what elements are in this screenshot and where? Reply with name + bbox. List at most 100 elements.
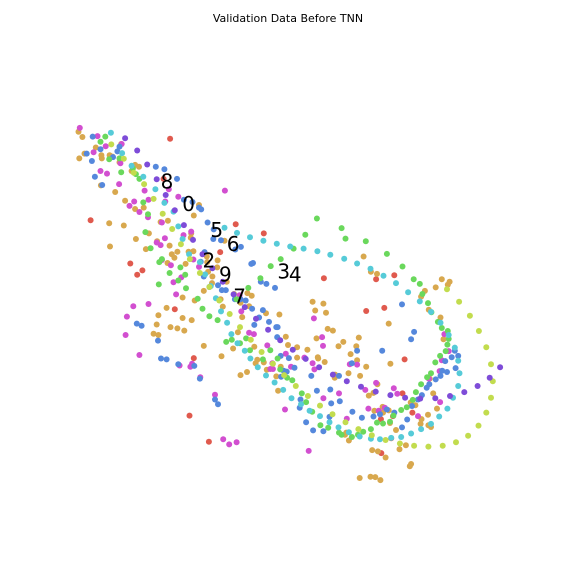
scatter-point (196, 259, 203, 266)
scatter-point (363, 363, 370, 370)
scatter-point (257, 275, 264, 282)
scatter-point (234, 229, 240, 236)
scatter-point (325, 424, 332, 431)
scatter-point (369, 447, 376, 454)
scatter-point (162, 192, 169, 198)
scatter-point (437, 352, 444, 359)
scatter-point (273, 373, 280, 380)
scatter-point (131, 198, 138, 205)
scatter-point (222, 287, 229, 294)
scatter-point (370, 413, 377, 420)
scatter-point (160, 175, 167, 182)
scatter-point (438, 325, 445, 331)
cluster-label: 0 (182, 192, 195, 216)
scatter-point (167, 324, 174, 331)
scatter-point (196, 375, 203, 382)
scatter-point (196, 270, 203, 276)
scatter-point (273, 240, 280, 247)
scatter-point (177, 241, 184, 248)
scatter-point (425, 411, 431, 418)
scatter-point (251, 321, 258, 328)
scatter-point (349, 408, 356, 415)
scatter-point (298, 401, 304, 408)
scatter-point (216, 297, 223, 304)
scatter-point (132, 236, 139, 242)
scatter-point (328, 400, 335, 407)
scatter-point (234, 329, 241, 336)
scatter-point (317, 413, 323, 420)
scatter-point (444, 369, 450, 375)
cluster-label: 7 (233, 284, 246, 308)
scatter-point (303, 399, 310, 406)
scatter-point (214, 317, 221, 324)
scatter-point (348, 360, 355, 367)
scatter-point (474, 383, 481, 389)
scatter-point (218, 308, 224, 315)
scatter-point (294, 354, 301, 361)
scatter-point (150, 195, 157, 202)
scatter-point (455, 357, 462, 364)
scatter-point (179, 236, 186, 242)
scatter-point (393, 280, 399, 287)
scatter-point (387, 392, 394, 399)
scatter-point (303, 419, 310, 426)
scatter-point (226, 311, 233, 317)
scatter-point (379, 347, 386, 354)
scatter-point (264, 342, 271, 349)
scatter-point (388, 434, 395, 441)
scatter-point (398, 434, 405, 440)
scatter-point (461, 389, 468, 396)
scatter-point (426, 381, 433, 388)
scatter-point (453, 439, 459, 446)
scatter-point (142, 246, 149, 253)
scatter-point (244, 369, 250, 375)
scatter-point (246, 329, 253, 336)
scatter-point (76, 124, 83, 131)
scatter-point (354, 357, 361, 364)
scatter-point (410, 276, 417, 283)
scatter-point (144, 161, 151, 168)
scatter-point (182, 271, 189, 278)
scatter-point (139, 267, 146, 274)
scatter-point (206, 313, 213, 320)
scatter-point (242, 297, 249, 304)
scatter-point (214, 257, 221, 264)
scatter-point (89, 133, 96, 140)
scatter-point (107, 129, 114, 136)
scatter-point (409, 396, 416, 403)
scatter-point (204, 219, 211, 226)
scatter-point (230, 291, 237, 298)
scatter-point (223, 338, 230, 345)
scatter-point (320, 275, 327, 282)
scatter-point (271, 379, 278, 386)
scatter-point (158, 256, 165, 263)
scatter-point (174, 325, 181, 332)
scatter-point (377, 477, 384, 484)
scatter-point (456, 370, 463, 377)
cluster-label: 4 (289, 263, 302, 287)
scatter-point (404, 416, 411, 423)
scatter-point (145, 211, 151, 218)
scatter-point (381, 304, 388, 311)
scatter-point (356, 433, 363, 440)
scatter-point (357, 372, 364, 379)
scatter-point (483, 344, 490, 351)
scatter-point (406, 463, 413, 470)
scatter-point (221, 187, 228, 194)
scatter-point (136, 209, 143, 215)
scatter-point (448, 354, 455, 361)
cluster-label: 3 (277, 260, 290, 284)
scatter-point (312, 307, 319, 314)
scatter-point (373, 379, 380, 386)
scatter-point (320, 300, 327, 307)
scatter-point (247, 347, 253, 354)
scatter-point (277, 366, 284, 373)
scatter-point (175, 277, 182, 284)
scatter-point (199, 305, 206, 312)
scatter-point (343, 378, 350, 385)
scatter-point (167, 262, 174, 269)
scatter-point (272, 284, 278, 291)
scatter-point (305, 447, 312, 454)
scatter-point (159, 210, 166, 217)
scatter-point (438, 276, 445, 283)
